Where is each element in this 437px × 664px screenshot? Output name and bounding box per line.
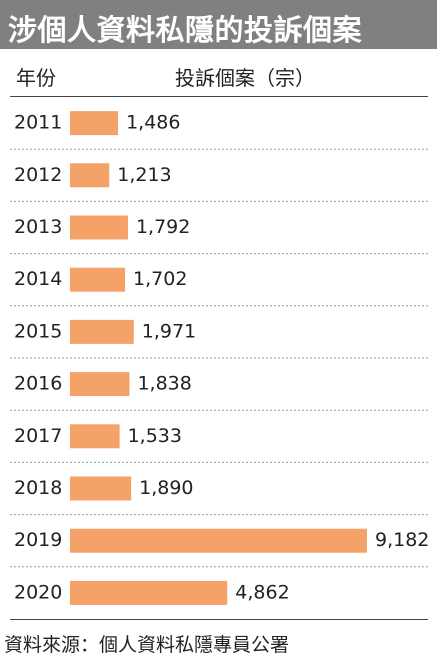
bar — [70, 476, 132, 501]
value-label: 9,182 — [375, 529, 429, 551]
value-label: 4,862 — [235, 581, 289, 603]
bar — [70, 319, 134, 344]
bar — [70, 580, 228, 605]
bar — [70, 215, 128, 240]
bar — [70, 111, 119, 136]
value-label: 1,533 — [128, 425, 182, 447]
header-divider — [10, 96, 428, 97]
year-label: 2018 — [14, 477, 62, 499]
value-label: 1,486 — [126, 112, 180, 134]
bar — [70, 163, 110, 188]
year-label: 2011 — [14, 112, 62, 134]
value-label: 1,890 — [139, 477, 193, 499]
year-label: 2019 — [14, 529, 62, 551]
year-label: 2017 — [14, 425, 62, 447]
year-label: 2016 — [14, 373, 62, 395]
chart-title: 涉個人資料私隱的投訴個案 — [8, 13, 363, 47]
bar — [70, 424, 120, 449]
year-label: 2012 — [14, 164, 62, 186]
bar — [70, 372, 130, 397]
year-label: 2020 — [14, 581, 62, 603]
year-label: 2015 — [14, 320, 62, 342]
footer-divider — [10, 619, 428, 620]
bar — [70, 267, 126, 292]
bar — [70, 528, 367, 553]
value-label: 1,971 — [142, 320, 196, 342]
year-label: 2014 — [14, 268, 62, 290]
value-label: 1,702 — [133, 268, 187, 290]
title-bar: 涉個人資料私隱的投訴個案 — [0, 0, 437, 49]
value-column-header: 投訴個案（宗） — [175, 66, 315, 90]
source-note: 資料來源：個人資料私隱專員公署 — [4, 634, 290, 656]
year-label: 2013 — [14, 216, 62, 238]
value-label: 1,792 — [136, 216, 190, 238]
year-column-header: 年份 — [16, 66, 56, 90]
value-label: 1,213 — [117, 164, 171, 186]
value-label: 1,838 — [137, 373, 191, 395]
